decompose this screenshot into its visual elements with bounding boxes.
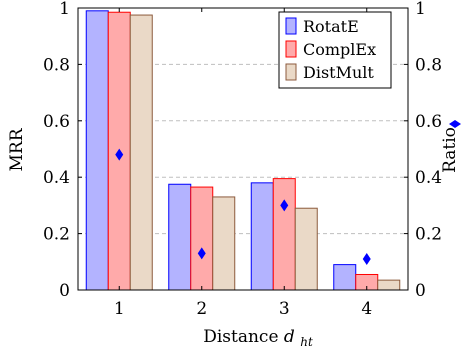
x-axis-label-symbol: d xyxy=(284,327,295,347)
x-axis-label-subscript: ht xyxy=(300,335,313,349)
right-axis-label-text: Ratio xyxy=(440,127,460,173)
legend-swatch xyxy=(285,40,297,58)
x-tick-label: 2 xyxy=(196,299,207,319)
x-tick-label: 4 xyxy=(361,299,372,319)
bar-complex-2 xyxy=(190,186,214,291)
ratio-markers xyxy=(115,148,371,265)
x-axis-label: Distance d ht xyxy=(203,327,313,349)
legend-label: DistMult xyxy=(303,63,374,82)
bar-distmult-3 xyxy=(294,207,318,291)
y-tick-label-right: 1 xyxy=(415,0,426,19)
bar-rotate-2 xyxy=(168,183,192,291)
y-tick-label: 0.2 xyxy=(43,225,70,245)
y-tick-label: 1 xyxy=(59,0,70,19)
x-axis-label-main: Distance xyxy=(203,327,278,347)
y-tick-label-right: 0.2 xyxy=(415,225,442,245)
bar-rotate-4 xyxy=(333,264,357,291)
bar-rotate-1 xyxy=(85,10,109,291)
y-tick-label-right: 0.8 xyxy=(415,55,442,75)
ratio-marker xyxy=(362,252,371,265)
x-tick-label: 1 xyxy=(114,299,125,319)
right-axis-label-diamond xyxy=(449,120,461,128)
plot-frame xyxy=(77,7,409,291)
bar-complex-3 xyxy=(272,178,296,291)
y-tick-label-right: 0.6 xyxy=(415,112,442,132)
y-tick-label: 0.6 xyxy=(43,112,70,132)
y-tick-label: 0.4 xyxy=(43,168,70,188)
y-tick-label-right: 0.4 xyxy=(415,168,442,188)
y-tick-label: 0.8 xyxy=(43,55,70,75)
bar-distmult-1 xyxy=(129,14,153,291)
x-tick-label: 3 xyxy=(279,299,290,319)
y-axis-label: MRR xyxy=(7,127,27,171)
y-tick-label: 0 xyxy=(59,281,70,301)
legend-swatch xyxy=(285,63,297,81)
bar-rotate-3 xyxy=(250,182,274,291)
legend: RotatE ComplEx DistMult xyxy=(278,11,392,89)
ticks: 0 0 0.2 0.2 0.4 0.4 0.6 0.6 0.8 0.8 1 1 1 2 3 4 xyxy=(43,0,442,319)
legend-box xyxy=(278,11,392,89)
bar-distmult-2 xyxy=(212,196,236,291)
legend-label: ComplEx xyxy=(303,40,376,59)
legend-swatch xyxy=(285,17,297,35)
right-axis-label: Ratio xyxy=(440,120,461,173)
bar-distmult-4 xyxy=(377,279,401,291)
legend-label: RotatE xyxy=(303,17,359,36)
ratio-marker xyxy=(280,199,289,212)
y-tick-label-right: 0 xyxy=(415,281,426,301)
ratio-marker xyxy=(197,247,206,260)
ratio-marker xyxy=(115,148,124,161)
